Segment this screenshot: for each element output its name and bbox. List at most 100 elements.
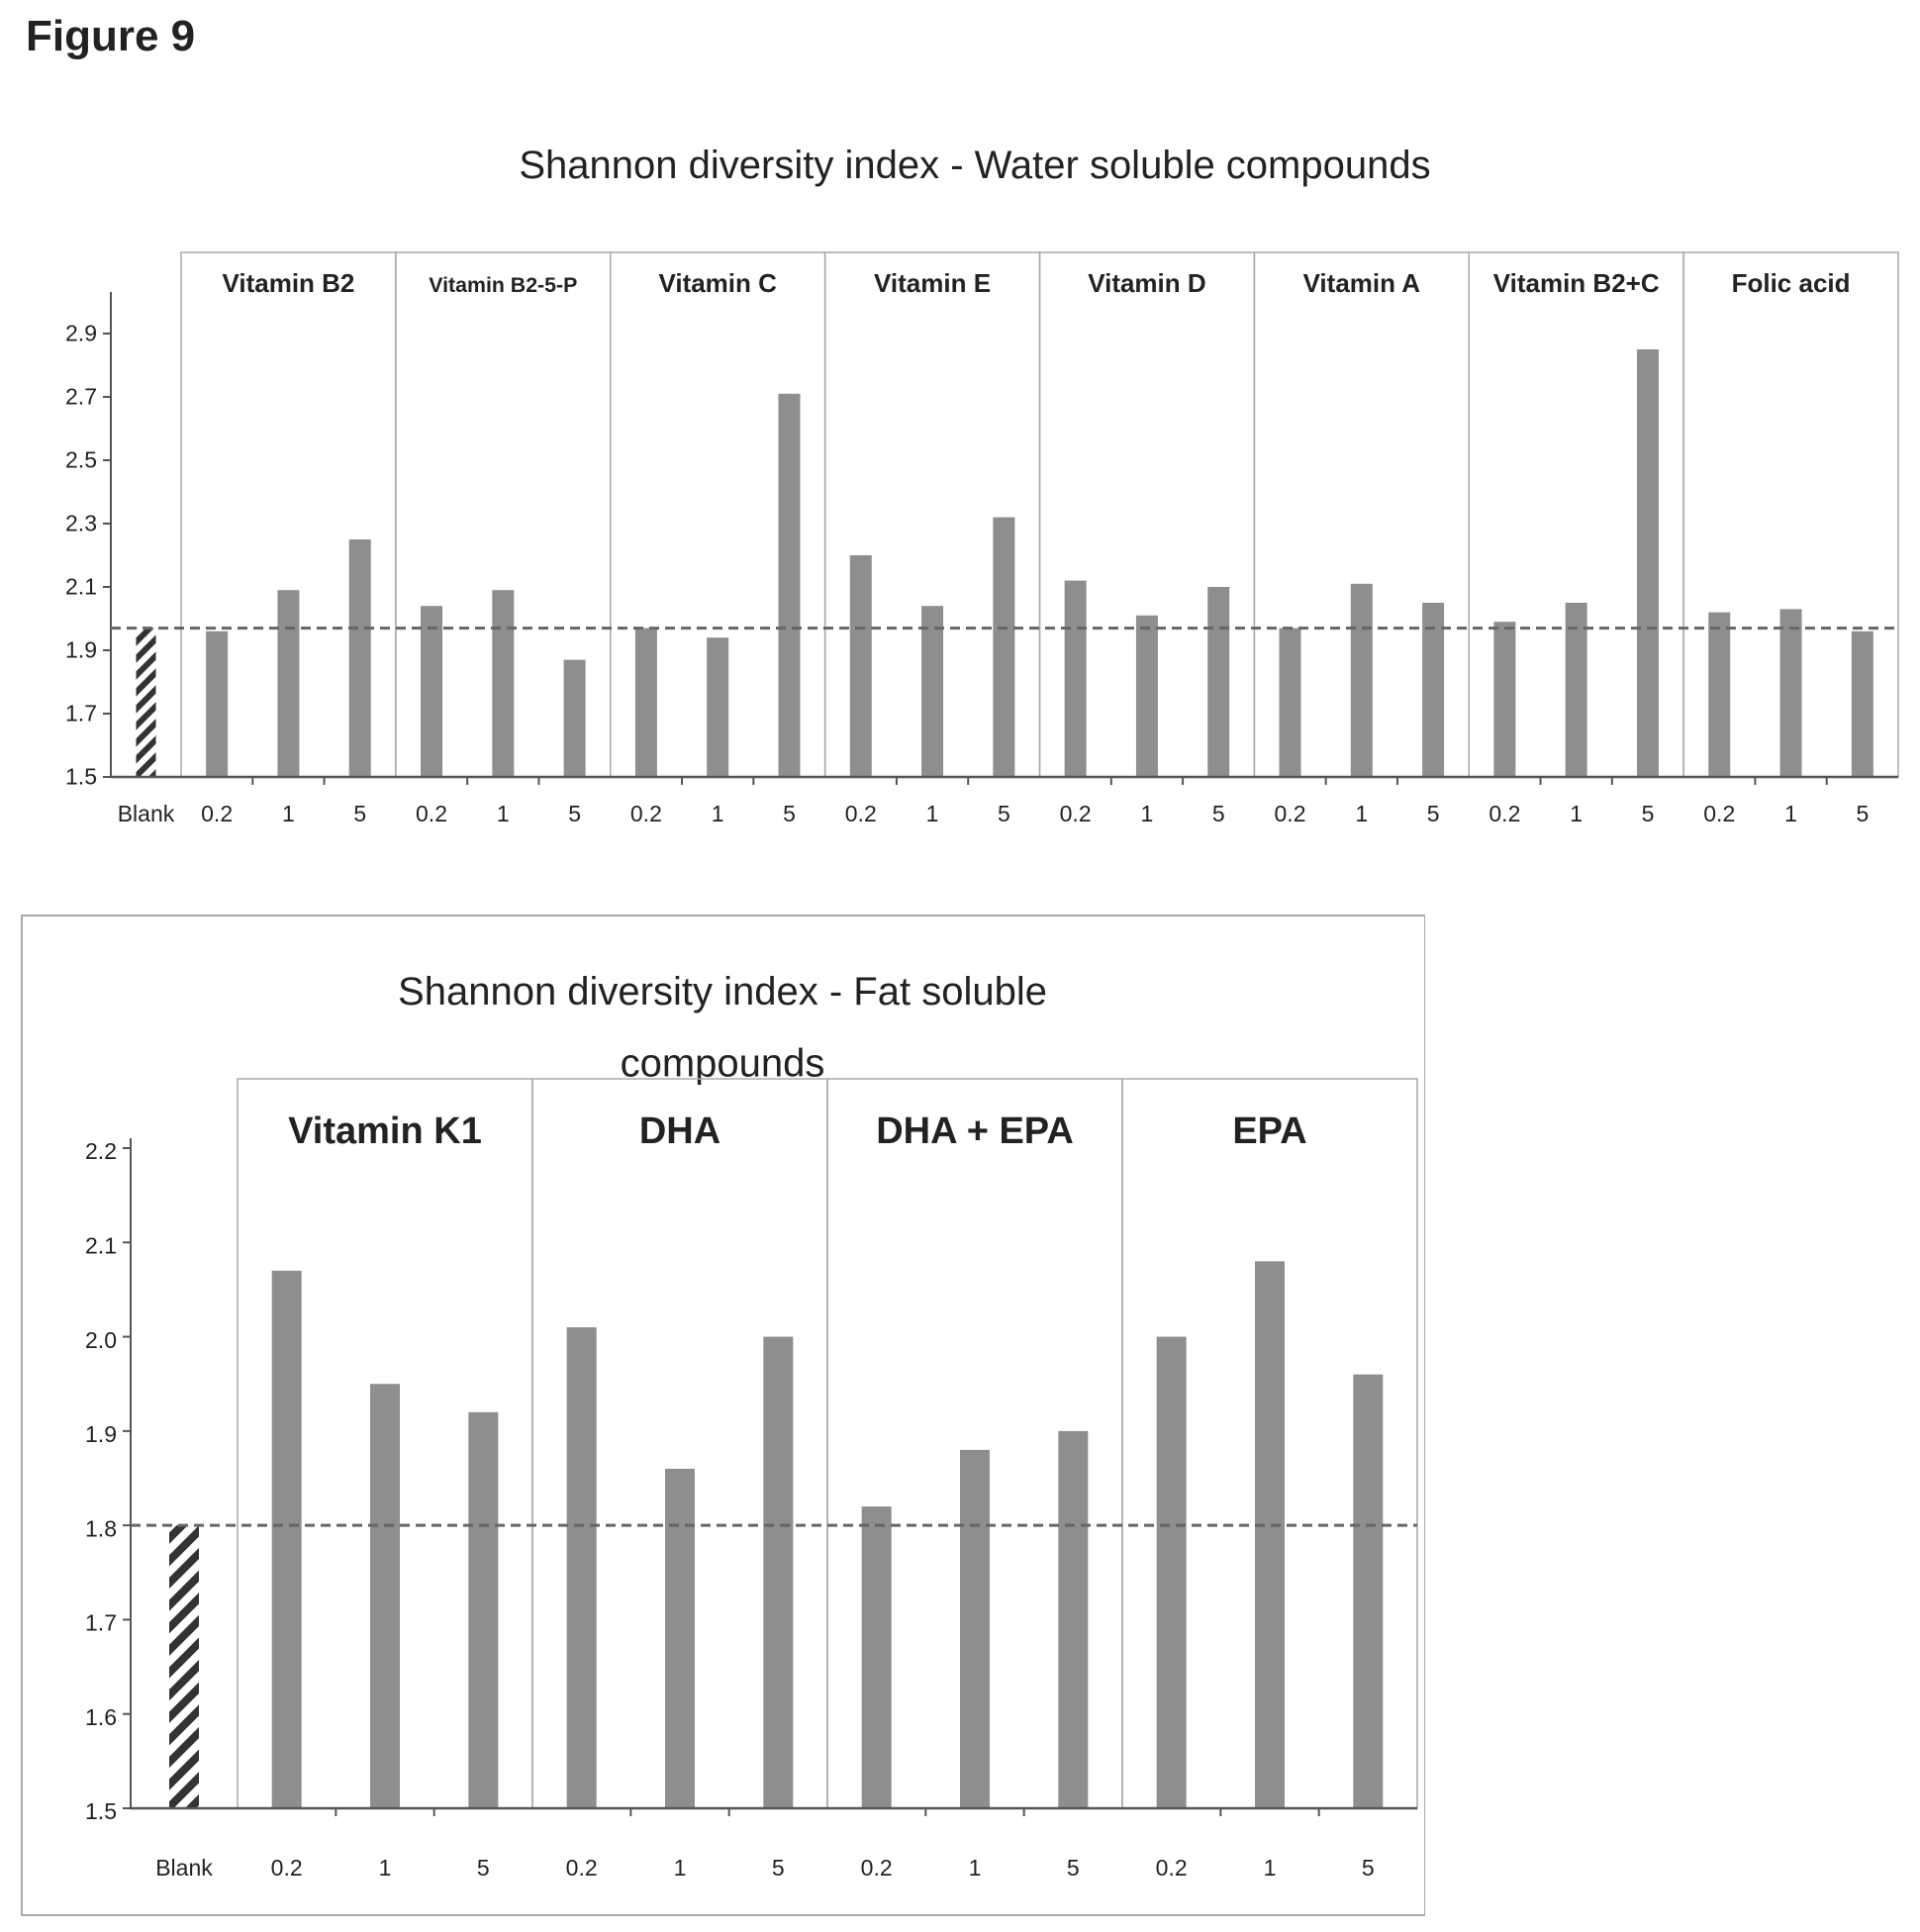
x-tick-label: 1 (1784, 801, 1797, 826)
y-tick-label: 2.1 (85, 1232, 117, 1258)
group-label-vitamin-e: Vitamin E (874, 268, 991, 298)
x-tick-label: 1 (497, 801, 510, 826)
x-tick-label: 5 (353, 801, 366, 826)
bar-vitamin-a-0-2 (1279, 628, 1301, 777)
y-tick-label: 1.5 (65, 764, 97, 790)
bar-vitamin-c-1 (707, 637, 729, 777)
y-tick-label: 2.5 (65, 447, 97, 473)
x-tick-label: 5 (477, 1855, 490, 1881)
x-tick-label-blank: Blank (118, 801, 175, 826)
fat-soluble-chart: Shannon diversity index - Fat soluble com… (21, 915, 1425, 1916)
y-tick-label: 1.5 (85, 1798, 117, 1824)
chart-title: Shannon diversity index - Water soluble … (519, 144, 1430, 187)
x-tick-label: 5 (1212, 801, 1225, 826)
bar-dha-0-2 (566, 1327, 597, 1808)
bar-vitamin-b2-1 (277, 590, 300, 777)
x-tick-label: 1 (969, 1855, 982, 1881)
x-tick-label: 5 (568, 801, 581, 826)
water-soluble-chart: Shannon diversity index - Water soluble … (65, 144, 1899, 826)
chart-title-line: Shannon diversity index - Fat soluble (398, 970, 1047, 1014)
bar-dha-epa-5 (1058, 1430, 1089, 1808)
group-label-dha: DHA (639, 1111, 720, 1152)
x-tick-label: 0.2 (630, 801, 662, 826)
bar-folic-acid-1 (1779, 609, 1802, 777)
bar-vitamin-b2-c-5 (1636, 349, 1659, 777)
chart-title-line: compounds (621, 1042, 825, 1086)
bar-epa-1 (1255, 1261, 1285, 1808)
x-tick-label: 0.2 (201, 801, 233, 826)
x-tick-label: 0.2 (1275, 801, 1306, 826)
bar-blank (136, 628, 156, 777)
bar-vitamin-b2-5-p-5 (563, 659, 586, 777)
x-tick-label: 1 (712, 801, 724, 826)
bar-vitamin-b2-0-2 (206, 630, 229, 777)
x-tick-label: 5 (1856, 801, 1869, 826)
bar-blank (169, 1525, 199, 1808)
x-tick-label: 0.2 (271, 1855, 303, 1881)
x-tick-label: 1 (926, 801, 939, 826)
x-tick-label: 0.2 (1703, 801, 1735, 826)
bar-epa-5 (1353, 1374, 1384, 1808)
bar-folic-acid-5 (1851, 630, 1873, 777)
bar-vitamin-k1-0-2 (271, 1270, 302, 1808)
x-tick-label: 0.2 (1156, 1855, 1188, 1881)
x-tick-label: 5 (783, 801, 796, 826)
x-tick-label: 0.2 (861, 1855, 893, 1881)
bar-vitamin-e-1 (921, 606, 944, 777)
group-label-vitamin-d: Vitamin D (1088, 268, 1205, 298)
chart-frame (21, 915, 1425, 1916)
x-tick-label: 1 (1570, 801, 1583, 826)
bar-vitamin-d-0-2 (1064, 580, 1087, 777)
bar-epa-0-2 (1156, 1336, 1187, 1808)
bar-vitamin-e-0-2 (849, 555, 872, 777)
bar-vitamin-d-5 (1207, 587, 1230, 777)
bar-vitamin-b2-c-1 (1565, 603, 1587, 777)
y-tick-label: 1.7 (85, 1610, 117, 1636)
x-tick-label: 0.2 (1060, 801, 1092, 826)
bar-vitamin-c-5 (778, 393, 801, 777)
x-tick-label: 0.2 (1488, 801, 1520, 826)
group-label-vitamin-b2: Vitamin B2 (222, 268, 354, 298)
group-label-vitamin-b2-5-p: Vitamin B2-5-P (429, 273, 577, 297)
group-label-folic-acid: Folic acid (1732, 268, 1851, 298)
x-tick-label: 0.2 (845, 801, 877, 826)
bar-vitamin-a-5 (1422, 603, 1445, 777)
x-tick-label: 5 (772, 1855, 785, 1881)
bar-vitamin-c-0-2 (634, 628, 657, 777)
bar-vitamin-k1-5 (468, 1411, 499, 1808)
bar-vitamin-b2-5-p-1 (492, 590, 515, 777)
y-tick-label: 1.9 (85, 1421, 117, 1447)
bar-vitamin-k1-1 (370, 1384, 400, 1808)
group-label-epa: EPA (1232, 1111, 1306, 1152)
x-tick-label: 1 (379, 1855, 392, 1881)
group-label-vitamin-a: Vitamin A (1303, 268, 1421, 298)
bar-dha-5 (763, 1336, 794, 1808)
y-tick-label: 1.6 (85, 1704, 117, 1730)
bar-vitamin-b2-5 (348, 539, 371, 777)
x-tick-label: 5 (1362, 1855, 1375, 1881)
y-tick-label: 1.8 (85, 1515, 117, 1541)
y-tick-label: 2.9 (65, 321, 97, 346)
bar-vitamin-b2-5-p-0-2 (421, 606, 443, 777)
bar-vitamin-d-1 (1135, 615, 1158, 777)
y-tick-label: 1.9 (65, 637, 97, 663)
x-tick-label: 1 (1264, 1855, 1277, 1881)
figure-label: Figure 9 (26, 12, 196, 60)
bar-vitamin-e-5 (993, 517, 1015, 777)
y-tick-label: 2.0 (85, 1327, 117, 1353)
group-label-vitamin-c: Vitamin C (658, 268, 777, 298)
bar-dha-1 (665, 1468, 695, 1808)
bar-vitamin-a-1 (1350, 583, 1373, 777)
group-label-vitamin-k1: Vitamin K1 (288, 1111, 482, 1152)
x-tick-label: 1 (282, 801, 295, 826)
group-label-dha-epa: DHA + EPA (876, 1111, 1074, 1152)
bar-vitamin-b2-c-0-2 (1493, 622, 1516, 777)
y-tick-label: 2.7 (65, 384, 97, 410)
x-tick-label: 0.2 (416, 801, 447, 826)
y-tick-label: 2.2 (85, 1138, 117, 1164)
x-tick-label: 1 (1355, 801, 1368, 826)
y-tick-label: 1.7 (65, 701, 97, 726)
y-tick-label: 2.1 (65, 574, 97, 600)
bar-dha-epa-1 (960, 1449, 990, 1808)
x-tick-label: 5 (998, 801, 1010, 826)
